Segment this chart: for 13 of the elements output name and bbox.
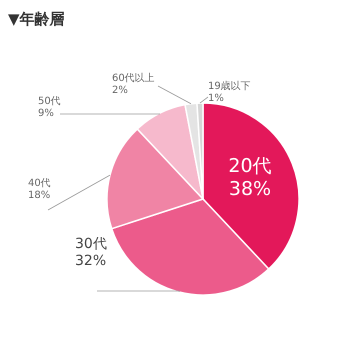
slice-label: 30代 — [75, 236, 107, 252]
data-label: 18% — [28, 190, 50, 201]
data-label: 9% — [38, 108, 54, 119]
slice-label: 60代以上 — [112, 72, 155, 84]
slice-label: 20代 — [228, 155, 272, 177]
data-label: 32% — [75, 252, 106, 269]
chart-title: ▼年齢層 — [8, 10, 65, 28]
data-label: 38% — [228, 178, 272, 200]
slice-label: 19歳以下 — [208, 80, 251, 92]
data-label: 1% — [208, 93, 224, 104]
data-label: 2% — [112, 85, 128, 96]
slice-label: 40代 — [28, 178, 51, 189]
slice-label: 50代 — [38, 96, 61, 107]
